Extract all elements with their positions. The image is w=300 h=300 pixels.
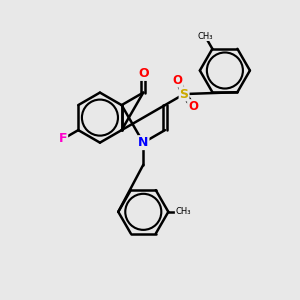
Text: N: N [138,136,148,149]
Text: O: O [173,74,183,87]
Text: O: O [188,100,198,113]
Text: CH₃: CH₃ [197,32,213,40]
Text: O: O [138,67,148,80]
Text: F: F [59,133,67,146]
Text: CH₃: CH₃ [175,207,191,216]
Text: S: S [180,88,189,100]
